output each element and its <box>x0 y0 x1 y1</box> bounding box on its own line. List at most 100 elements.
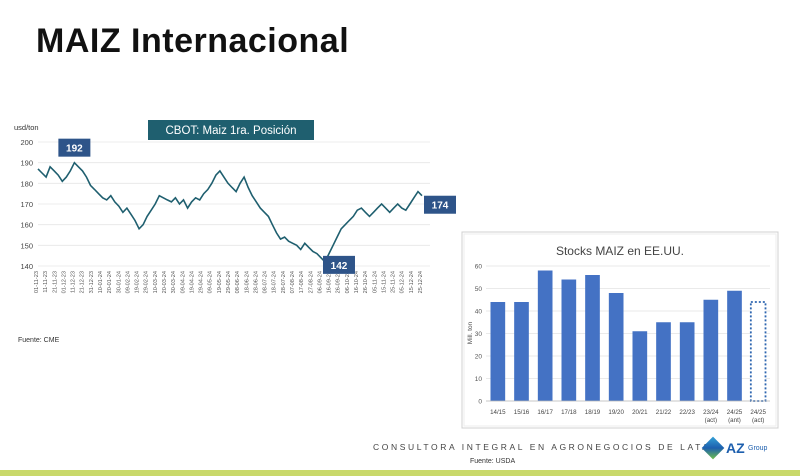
line-chart-x-tick: 06-09-24 <box>317 271 323 293</box>
logo-brand: AZ <box>726 440 745 456</box>
bar-chart-x-tick: 18/19 <box>585 409 601 416</box>
annotation-label: 192 <box>66 144 83 155</box>
line-chart-x-tick: 26-10-24 <box>363 271 369 293</box>
line-chart-x-tick: 06-10-24 <box>345 271 351 293</box>
line-chart-x-tick: 09-02-24 <box>125 271 131 293</box>
bar-chart-title: Stocks MAIZ en EE.UU. <box>556 244 684 258</box>
bar-chart-x-tick: 14/15 <box>490 409 506 416</box>
annotation-box <box>424 195 456 214</box>
bar-chart-x-tick: 15/16 <box>514 409 530 416</box>
bar-chart-y-tick: 20 <box>475 354 483 361</box>
line-chart-x-tick: 11-11-23 <box>43 271 49 293</box>
bar-chart-y-tick: 50 <box>475 286 483 293</box>
line-chart-x-tick: 01-12-23 <box>61 271 67 293</box>
bar-chart-y-tick: 60 <box>475 264 483 271</box>
line-chart-x-tick: 15-11-24 <box>381 271 387 293</box>
line-chart-x-tick: 28-06-24 <box>253 271 259 293</box>
bar-chart-x-tick: 20/21 <box>632 409 648 416</box>
bar-chart-inner-frame <box>463 233 777 427</box>
bar-stock <box>514 302 529 401</box>
line-chart-x-tick: 09-05-24 <box>208 271 214 293</box>
line-chart-y-tick: 180 <box>20 179 33 188</box>
bar-chart-x-tick: 22/23 <box>679 409 695 416</box>
line-chart-x-tick: 08-06-24 <box>235 271 241 293</box>
footer-source: Fuente: USDA <box>470 458 516 465</box>
bar-chart-y-tick: 10 <box>475 376 483 383</box>
line-chart-x-tick: 21-12-23 <box>80 271 86 293</box>
bar-stock <box>537 270 553 401</box>
line-chart-x-tick: 19-05-24 <box>217 271 223 293</box>
line-chart-x-tick: 09-04-24 <box>180 271 186 293</box>
line-chart-x-tick: 29-02-24 <box>144 271 150 293</box>
line-chart-x-tick: 31-12-23 <box>89 271 95 293</box>
bar-stock <box>585 275 600 401</box>
line-chart-x-tick: 15-12-24 <box>409 271 415 293</box>
annotation-label: 142 <box>331 261 348 272</box>
line-chart-x-tick: 27-08-24 <box>308 271 314 293</box>
line-chart-y-tick: 190 <box>20 159 33 168</box>
bar-stock <box>679 322 695 401</box>
line-chart-x-tick: 20-01-24 <box>107 271 113 293</box>
bar-chart-x-tick: 16/17 <box>537 409 553 416</box>
line-chart-x-tick: 01-11-23 <box>34 271 40 293</box>
bar-chart: Stocks MAIZ en EE.UU. 0 10 20 30 40 50 60 Mill. … <box>461 231 779 429</box>
line-chart-annotation: 192 <box>58 138 91 157</box>
line-chart-x-tick: 10-01-24 <box>98 271 104 293</box>
bar-chart-x-tick: 23/24 (act) <box>703 409 719 424</box>
line-chart-y-tick: 170 <box>20 200 33 209</box>
line-chart-annotation: 142 <box>322 255 355 274</box>
line-chart-y-label: usd/ton <box>14 123 39 132</box>
annotation-box <box>322 255 355 274</box>
bar-stock <box>656 322 671 401</box>
bar-stock <box>632 331 648 401</box>
bar-chart-y-label: Mill. ton <box>467 321 474 344</box>
bar-chart-y-tick: 40 <box>475 309 483 316</box>
logo-sub: Group <box>748 445 768 452</box>
line-chart-x-tick: 16-10-24 <box>354 271 360 293</box>
line-chart-x-tick: 16-09-24 <box>327 271 333 293</box>
logo-diamond-icon <box>701 436 725 460</box>
line-chart-y-tick: 150 <box>20 241 33 250</box>
line-chart-annotation: 174 <box>424 195 456 214</box>
line-chart-x-tick: 05-11-24 <box>372 271 378 293</box>
bar-chart-x-tick: 17/18 <box>561 409 577 416</box>
line-chart-x-tick: 26-09-24 <box>336 271 342 293</box>
line-chart-title-box: CBOT: Maiz 1ra. Posición <box>148 120 314 140</box>
bottom-accent-bar <box>0 470 800 476</box>
line-chart-title: CBOT: Maiz 1ra. Posición <box>165 125 296 137</box>
line-chart-x-tick: 08-07-24 <box>263 271 269 293</box>
annotation-label: 174 <box>432 201 449 212</box>
line-chart-x-tick: 05-12-24 <box>400 271 406 293</box>
line-chart-x-tick: 18-06-24 <box>244 271 250 293</box>
line-chart-y-tick: 160 <box>20 221 33 230</box>
line-chart-x-tick: 18-07-24 <box>272 271 278 293</box>
line-chart-x-tick: 17-08-24 <box>299 271 305 293</box>
bar-stock <box>608 293 624 401</box>
bar-stock <box>727 290 742 401</box>
line-chart-y-tick: 200 <box>20 138 33 147</box>
line-chart-x-tick: 19-02-24 <box>135 271 141 293</box>
line-chart-x-tick: 25-11-24 <box>391 271 397 293</box>
line-chart-title-bg <box>148 120 314 140</box>
annotation-box <box>58 138 91 157</box>
bar-stock <box>561 279 577 401</box>
bar-chart-y-tick: 30 <box>475 331 483 338</box>
line-chart-x-tick: 19-04-24 <box>189 271 195 293</box>
bar-stock <box>703 299 719 401</box>
line-chart-x-tick: 10-03-24 <box>153 271 159 293</box>
bar-stock-projection <box>749 301 767 402</box>
line-chart-x-tick: 11-12-23 <box>71 271 77 293</box>
az-group-logo: AZ Group <box>701 436 782 462</box>
bar-chart-x-tick: 24/25 (act) <box>750 409 766 424</box>
bar-stock <box>490 302 506 401</box>
bar-chart-x-tick: 21/22 <box>656 409 672 416</box>
line-chart-x-tick: 20-03-24 <box>162 271 168 293</box>
line-chart-x-tick: 29-05-24 <box>226 271 232 293</box>
line-chart-x-tick: 30-01-24 <box>116 271 122 293</box>
line-chart-x-tick: 07-08-24 <box>290 271 296 293</box>
bar-chart-x-tick: 19/20 <box>608 409 624 416</box>
line-chart-x-tick: 28-07-24 <box>281 271 287 293</box>
line-chart-y-tick: 140 <box>20 262 33 271</box>
line-chart-x-tick: 30-03-24 <box>171 271 177 293</box>
